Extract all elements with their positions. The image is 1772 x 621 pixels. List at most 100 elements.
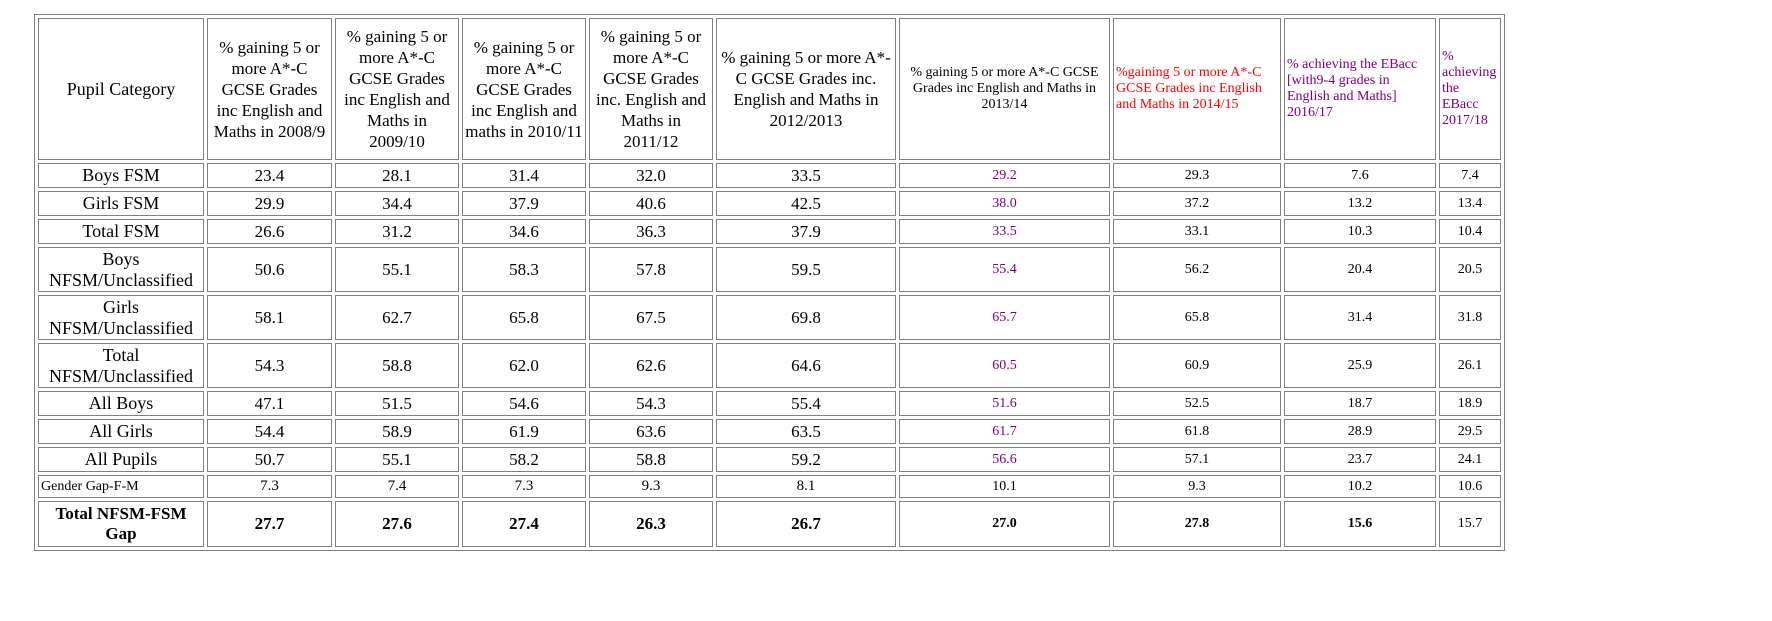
table-cell: 37.9 (716, 219, 896, 244)
row-label: Boys NFSM/Unclassified (38, 247, 204, 292)
table-cell: 51.6 (899, 391, 1110, 416)
table-cell: 27.4 (462, 501, 586, 547)
table-cell: 33.5 (716, 163, 896, 188)
row-label: Boys FSM (38, 163, 204, 188)
header-cell: Pupil Category (38, 18, 204, 160)
table-cell: 26.3 (589, 501, 713, 547)
table-cell: 20.5 (1439, 247, 1501, 292)
table-cell: 9.3 (589, 475, 713, 498)
header-cell: % gaining 5 or more A*-C GCSE Grades inc… (335, 18, 459, 160)
table-cell: 38.0 (899, 191, 1110, 216)
table-cell: 55.1 (335, 247, 459, 292)
header-cell: %gaining 5 or more A*-C GCSE Grades inc … (1113, 18, 1281, 160)
header-cell: % gaining 5 or more A*-C GCSE Grades inc… (589, 18, 713, 160)
table-cell: 28.1 (335, 163, 459, 188)
table-cell: 63.5 (716, 419, 896, 444)
table-cell: 27.8 (1113, 501, 1281, 547)
table-cell: 31.4 (1284, 295, 1436, 340)
table-cell: 42.5 (716, 191, 896, 216)
table-cell: 50.7 (207, 447, 332, 472)
table-cell: 65.8 (1113, 295, 1281, 340)
table-cell: 15.6 (1284, 501, 1436, 547)
table-cell: 65.8 (462, 295, 586, 340)
table-row: Boys FSM 23.4 28.1 31.4 32.0 33.5 29.2 2… (38, 163, 1501, 188)
table-cell: 10.3 (1284, 219, 1436, 244)
row-label: Girls FSM (38, 191, 204, 216)
table-cell: 58.2 (462, 447, 586, 472)
table-cell: 7.4 (1439, 163, 1501, 188)
table-cell: 10.4 (1439, 219, 1501, 244)
table-cell: 69.8 (716, 295, 896, 340)
table-cell: 58.8 (335, 343, 459, 388)
table-row: Girls NFSM/Unclassified 58.1 62.7 65.8 6… (38, 295, 1501, 340)
table-cell: 10.2 (1284, 475, 1436, 498)
table-cell: 27.6 (335, 501, 459, 547)
table-row: All Pupils 50.7 55.1 58.2 58.8 59.2 56.6… (38, 447, 1501, 472)
table-cell: 62.0 (462, 343, 586, 388)
table-cell: 50.6 (207, 247, 332, 292)
header-cell: % gaining 5 or more A*-C GCSE Grades inc… (207, 18, 332, 160)
table-cell: 26.1 (1439, 343, 1501, 388)
table-cell: 34.6 (462, 219, 586, 244)
row-label: All Girls (38, 419, 204, 444)
header-row: Pupil Category % gaining 5 or more A*-C … (38, 18, 1501, 160)
table-cell: 67.5 (589, 295, 713, 340)
gcse-results-table: Pupil Category % gaining 5 or more A*-C … (34, 14, 1505, 551)
table-cell: 61.9 (462, 419, 586, 444)
table-cell: 62.6 (589, 343, 713, 388)
table-cell: 25.9 (1284, 343, 1436, 388)
table-cell: 29.3 (1113, 163, 1281, 188)
header-cell: % achieving the EBacc [with9-4 grades in… (1284, 18, 1436, 160)
table-cell: 20.4 (1284, 247, 1436, 292)
table-cell: 58.1 (207, 295, 332, 340)
table-row: All Girls 54.4 58.9 61.9 63.6 63.5 61.7 … (38, 419, 1501, 444)
table-cell: 10.6 (1439, 475, 1501, 498)
header-cell: % gaining 5 or more A*-C GCSE Grades inc… (899, 18, 1110, 160)
row-label: Total NFSM-FSM Gap (38, 501, 204, 547)
table-cell: 7.6 (1284, 163, 1436, 188)
table-cell: 33.1 (1113, 219, 1281, 244)
table-cell: 56.2 (1113, 247, 1281, 292)
table-cell: 26.7 (716, 501, 896, 547)
table-cell: 47.1 (207, 391, 332, 416)
table-cell: 59.5 (716, 247, 896, 292)
table-cell: 60.5 (899, 343, 1110, 388)
header-cell: % gaining 5 or more A*-C GCSE Grades inc… (462, 18, 586, 160)
table-cell: 58.3 (462, 247, 586, 292)
table-cell: 62.7 (335, 295, 459, 340)
table-cell: 29.9 (207, 191, 332, 216)
table-cell: 27.0 (899, 501, 1110, 547)
table-cell: 31.4 (462, 163, 586, 188)
row-label: All Boys (38, 391, 204, 416)
table-cell: 40.6 (589, 191, 713, 216)
table-cell: 29.5 (1439, 419, 1501, 444)
table-cell: 58.9 (335, 419, 459, 444)
table-cell: 31.2 (335, 219, 459, 244)
table-cell: 24.1 (1439, 447, 1501, 472)
table-row: Total NFSM-FSM Gap 27.7 27.6 27.4 26.3 2… (38, 501, 1501, 547)
header-cell: % gaining 5 or more A*-C GCSE Grades inc… (716, 18, 896, 160)
table-cell: 64.6 (716, 343, 896, 388)
table-cell: 61.8 (1113, 419, 1281, 444)
table-cell: 37.9 (462, 191, 586, 216)
table-row: Total FSM 26.6 31.2 34.6 36.3 37.9 33.5 … (38, 219, 1501, 244)
table-cell: 55.4 (899, 247, 1110, 292)
table-cell: 54.3 (207, 343, 332, 388)
table-cell: 7.3 (462, 475, 586, 498)
row-label: Gender Gap-F-M (38, 475, 204, 498)
table-row: Total NFSM/Unclassified 54.3 58.8 62.0 6… (38, 343, 1501, 388)
table-cell: 55.1 (335, 447, 459, 472)
row-label: Total FSM (38, 219, 204, 244)
table-cell: 7.3 (207, 475, 332, 498)
row-label: All Pupils (38, 447, 204, 472)
table-cell: 7.4 (335, 475, 459, 498)
table-row: Boys NFSM/Unclassified 50.6 55.1 58.3 57… (38, 247, 1501, 292)
table-cell: 65.7 (899, 295, 1110, 340)
table-cell: 60.9 (1113, 343, 1281, 388)
table-cell: 32.0 (589, 163, 713, 188)
table-cell: 29.2 (899, 163, 1110, 188)
table-cell: 37.2 (1113, 191, 1281, 216)
table-cell: 18.7 (1284, 391, 1436, 416)
table-cell: 15.7 (1439, 501, 1501, 547)
table-cell: 26.6 (207, 219, 332, 244)
